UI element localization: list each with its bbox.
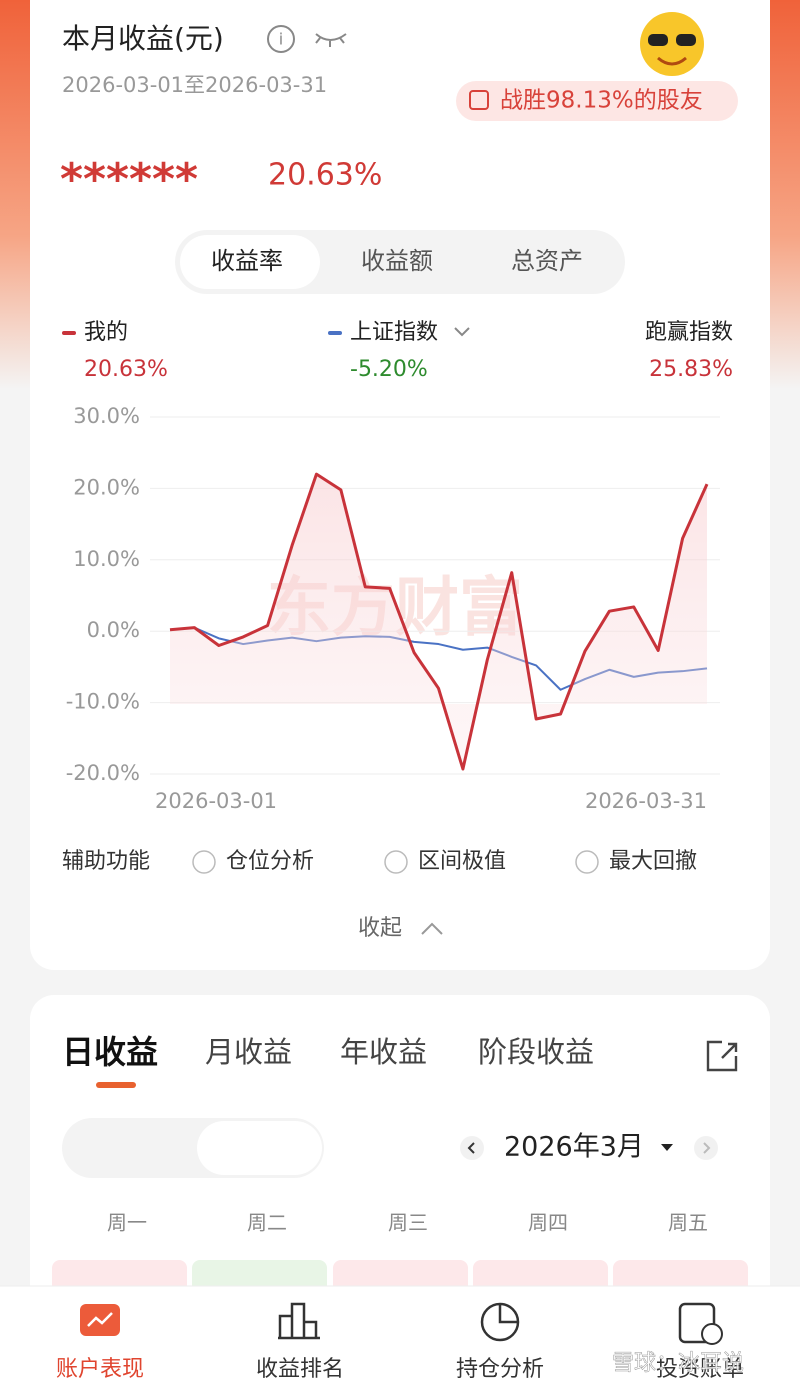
- nav-icon: [701, 1323, 723, 1345]
- summary-card: [30, 0, 770, 970]
- nav-icon: [87, 1312, 113, 1344]
- weekday: 周四: [528, 1211, 568, 1235]
- nav-icon: [278, 1302, 320, 1340]
- tool-option[interactable]: 区间极值: [418, 849, 506, 874]
- y-tick-label: -20.0%: [66, 761, 140, 785]
- collapse[interactable]: 收起: [358, 916, 402, 941]
- legend-label: 我的: [84, 320, 128, 345]
- date-range: 2026-03-01至2026-03-31: [62, 73, 327, 97]
- prev-arrow: [467, 1142, 475, 1154]
- legend-value: 20.63%: [84, 357, 168, 382]
- nav-icon: [678, 1302, 716, 1344]
- detail-card: [30, 995, 770, 1315]
- y-tick-label: 10.0%: [73, 547, 140, 571]
- y-tick-label: -10.0%: [66, 690, 140, 714]
- bottom-nav: [0, 1286, 800, 1390]
- x-tick-label: 2026-03-31: [585, 789, 707, 813]
- nav-label[interactable]: 收益排名: [256, 1357, 344, 1382]
- tab-selected: [180, 235, 320, 289]
- nav-label[interactable]: 账户表现: [56, 1357, 144, 1382]
- badge: [456, 81, 738, 121]
- y-tick-label: 30.0%: [73, 404, 140, 428]
- month-return: 20.63%: [268, 158, 382, 193]
- tool-option[interactable]: 仓位分析: [226, 849, 314, 874]
- radio[interactable]: [575, 850, 599, 874]
- nav-icon: [498, 1304, 518, 1324]
- weekday: 周二: [247, 1211, 287, 1235]
- toggle-selected: [197, 1121, 322, 1175]
- watermark: 雪球：冰耳说: [612, 1351, 744, 1376]
- month[interactable]: 2026年3月: [504, 1132, 644, 1163]
- weekday: 周三: [388, 1211, 428, 1235]
- chart-tab[interactable]: 总资产: [511, 247, 583, 275]
- y-tick-label: 0.0%: [87, 618, 140, 642]
- nav-label[interactable]: 投资账单: [656, 1357, 744, 1382]
- masked-amount: ******: [60, 154, 198, 205]
- weekday: 周五: [668, 1211, 708, 1235]
- next-arrow: [703, 1142, 711, 1154]
- y-tick-label: 20.0%: [73, 475, 140, 499]
- next-month[interactable]: [694, 1136, 718, 1160]
- legend-swatch: [62, 331, 76, 335]
- period-tab[interactable]: 年收益: [340, 1035, 427, 1069]
- title: 本月收益(元): [62, 22, 224, 55]
- outperform-label: 跑赢指数: [645, 320, 733, 345]
- legend-value: -5.20%: [350, 357, 428, 382]
- index-dropdown[interactable]: [454, 327, 470, 337]
- prev-month[interactable]: [460, 1136, 484, 1160]
- badge-icon: [469, 90, 489, 110]
- radio[interactable]: [384, 850, 408, 874]
- tool-option[interactable]: 最大回撤: [609, 849, 697, 874]
- outperform-value: 25.83%: [649, 357, 733, 382]
- chart-tab[interactable]: 收益额: [361, 247, 433, 275]
- period-tab[interactable]: 月收益: [205, 1035, 292, 1069]
- legend-label: 上证指数: [350, 320, 438, 345]
- tab-underline: [96, 1082, 136, 1088]
- collapse-icon[interactable]: [421, 922, 443, 935]
- tools-label: 辅助功能: [62, 849, 150, 874]
- share-icon[interactable]: [706, 1040, 738, 1072]
- period-tab[interactable]: 阶段收益: [478, 1035, 594, 1069]
- mascot: [640, 12, 704, 76]
- badge-text: 战胜98.13%的股友: [500, 88, 703, 114]
- weekday: 周一: [107, 1211, 147, 1235]
- series-line: [169, 472, 709, 771]
- hide-icon[interactable]: [315, 33, 347, 47]
- period-tab[interactable]: 日收益: [62, 1033, 158, 1071]
- area-fill: [170, 474, 707, 770]
- radio[interactable]: [192, 850, 216, 874]
- nav-label[interactable]: 持仓分析: [456, 1357, 544, 1382]
- month-dropdown[interactable]: [661, 1144, 673, 1151]
- legend-swatch: [328, 331, 342, 335]
- x-tick-label: 2026-03-01: [155, 789, 277, 813]
- svg-text:i: i: [279, 30, 283, 49]
- info-icon[interactable]: i: [267, 25, 295, 53]
- chart-tab[interactable]: 收益率: [211, 247, 283, 275]
